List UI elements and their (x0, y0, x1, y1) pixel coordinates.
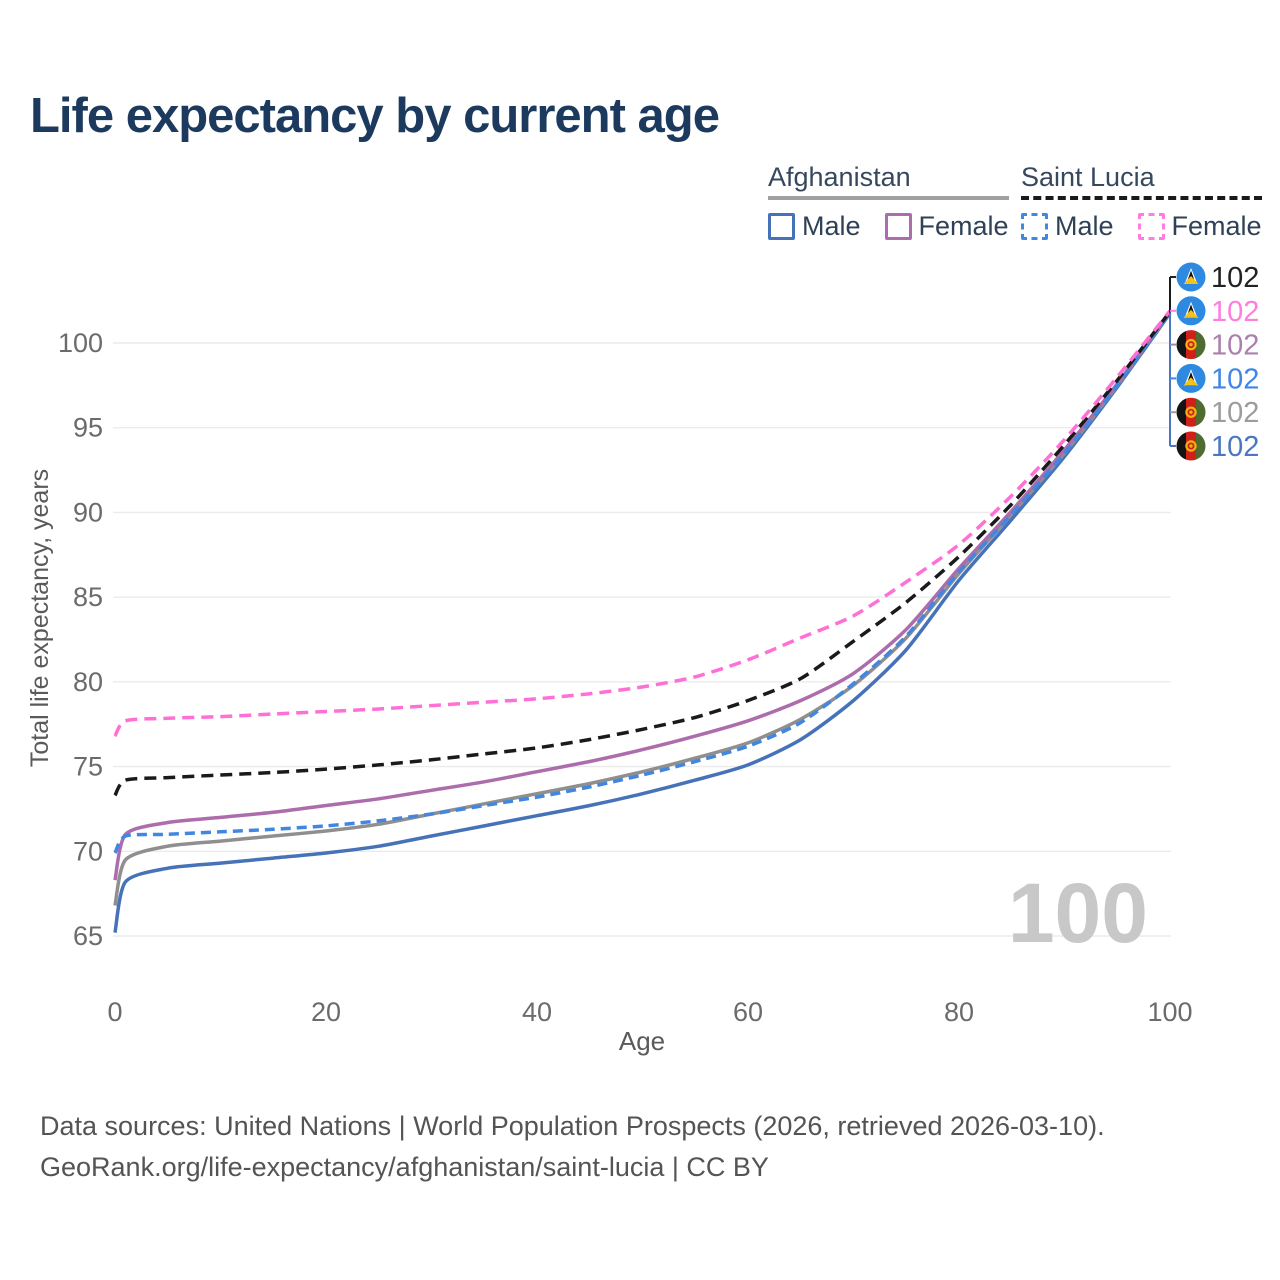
legend-item-label: Male (1055, 211, 1114, 241)
svg-text:20: 20 (311, 997, 341, 1027)
end-label-row: 102 (1176, 363, 1259, 395)
series-line-saint-lucia-female[interactable] (113, 309, 1172, 738)
end-label-leader-lines (1169, 276, 1176, 447)
svg-text:100: 100 (1147, 997, 1192, 1027)
svg-text:75: 75 (73, 752, 103, 782)
svg-text:0: 0 (107, 997, 122, 1027)
legend-group-afghanistan: Afghanistan Male Female (768, 163, 1009, 242)
end-value-label: 102 (1211, 363, 1259, 395)
series-line-afghanistan-total[interactable] (113, 311, 1172, 906)
saint-lucia-flag-icon (1176, 296, 1206, 326)
footer-attribution-url: GeoRank.org/life-expectancy/afghanistan/… (40, 1152, 769, 1182)
svg-text:60: 60 (733, 997, 763, 1027)
end-value-label: 102 (1211, 397, 1259, 429)
x-axis-tick-labels: 0 20 40 60 80 100 (107, 997, 1192, 1027)
afghanistan-flag-icon (1176, 397, 1206, 427)
footer-data-sources: Data sources: United Nations | World Pop… (40, 1111, 1105, 1141)
legend-item-afghanistan-female[interactable]: Female (884, 211, 1009, 242)
svg-text:65: 65 (73, 921, 103, 951)
legend-item-saint-lucia-female[interactable]: Female (1137, 211, 1262, 242)
legend-item-saint-lucia-male[interactable]: Male (1021, 211, 1114, 242)
y-axis-tick-labels: 65 70 75 80 85 90 95 100 (58, 328, 103, 951)
end-label-row: 102 (1176, 397, 1259, 429)
legend-item-label: Male (802, 211, 861, 241)
end-value-label: 102 (1211, 330, 1259, 362)
legend-swatch-saint-lucia-female (1137, 213, 1165, 240)
legend-swatch-afghanistan-female (884, 213, 912, 240)
legend-country-afghanistan: Afghanistan (768, 162, 911, 192)
svg-text:70: 70 (73, 836, 103, 866)
series-lines (113, 309, 1172, 933)
legend-swatch-saint-lucia-male (1021, 213, 1048, 240)
page-title: Life expectancy by current age (30, 89, 720, 143)
end-value-label: 102 (1211, 296, 1259, 328)
legend-item-afghanistan-male[interactable]: Male (768, 211, 861, 242)
svg-text:80: 80 (73, 667, 103, 697)
legend-line-sample-solid (768, 196, 1009, 200)
legend-swatch-afghanistan-male (768, 213, 795, 240)
saint-lucia-flag-icon (1176, 262, 1206, 292)
legend-group-saint-lucia: Saint Lucia Male Female (1021, 163, 1262, 242)
end-value-label: 102 (1211, 262, 1259, 294)
series-line-saint-lucia-total[interactable] (113, 310, 1172, 797)
svg-text:40: 40 (522, 997, 552, 1027)
afghanistan-flag-icon (1176, 431, 1206, 461)
afghanistan-flag-icon (1176, 330, 1206, 360)
legend-item-label: Female (1171, 211, 1262, 241)
svg-text:90: 90 (73, 497, 103, 527)
svg-text:80: 80 (944, 997, 974, 1027)
series-line-afghanistan-female[interactable] (113, 311, 1172, 881)
end-label-row: 102 (1176, 431, 1259, 463)
end-label-row: 102 (1176, 296, 1259, 328)
end-label-row: 102 (1176, 330, 1259, 362)
end-value-label: 102 (1211, 431, 1259, 463)
legend-line-sample-dashed (1021, 196, 1262, 200)
svg-text:100: 100 (58, 328, 103, 358)
legend-item-label: Female (918, 211, 1009, 241)
footer: Data sources: United Nations | World Pop… (40, 1106, 1105, 1188)
axis-max-watermark: 100 (1008, 866, 1148, 960)
gridlines (113, 342, 1171, 937)
y-axis-title: Total life expectancy, years (26, 469, 54, 767)
svg-text:85: 85 (73, 582, 103, 612)
series-line-afghanistan-male[interactable] (113, 312, 1172, 933)
saint-lucia-flag-icon (1176, 363, 1206, 393)
end-label-row: 102 (1176, 262, 1259, 294)
x-axis-title: Age (619, 1026, 665, 1056)
svg-text:95: 95 (73, 413, 103, 443)
legend-country-saint-lucia: Saint Lucia (1021, 162, 1155, 192)
